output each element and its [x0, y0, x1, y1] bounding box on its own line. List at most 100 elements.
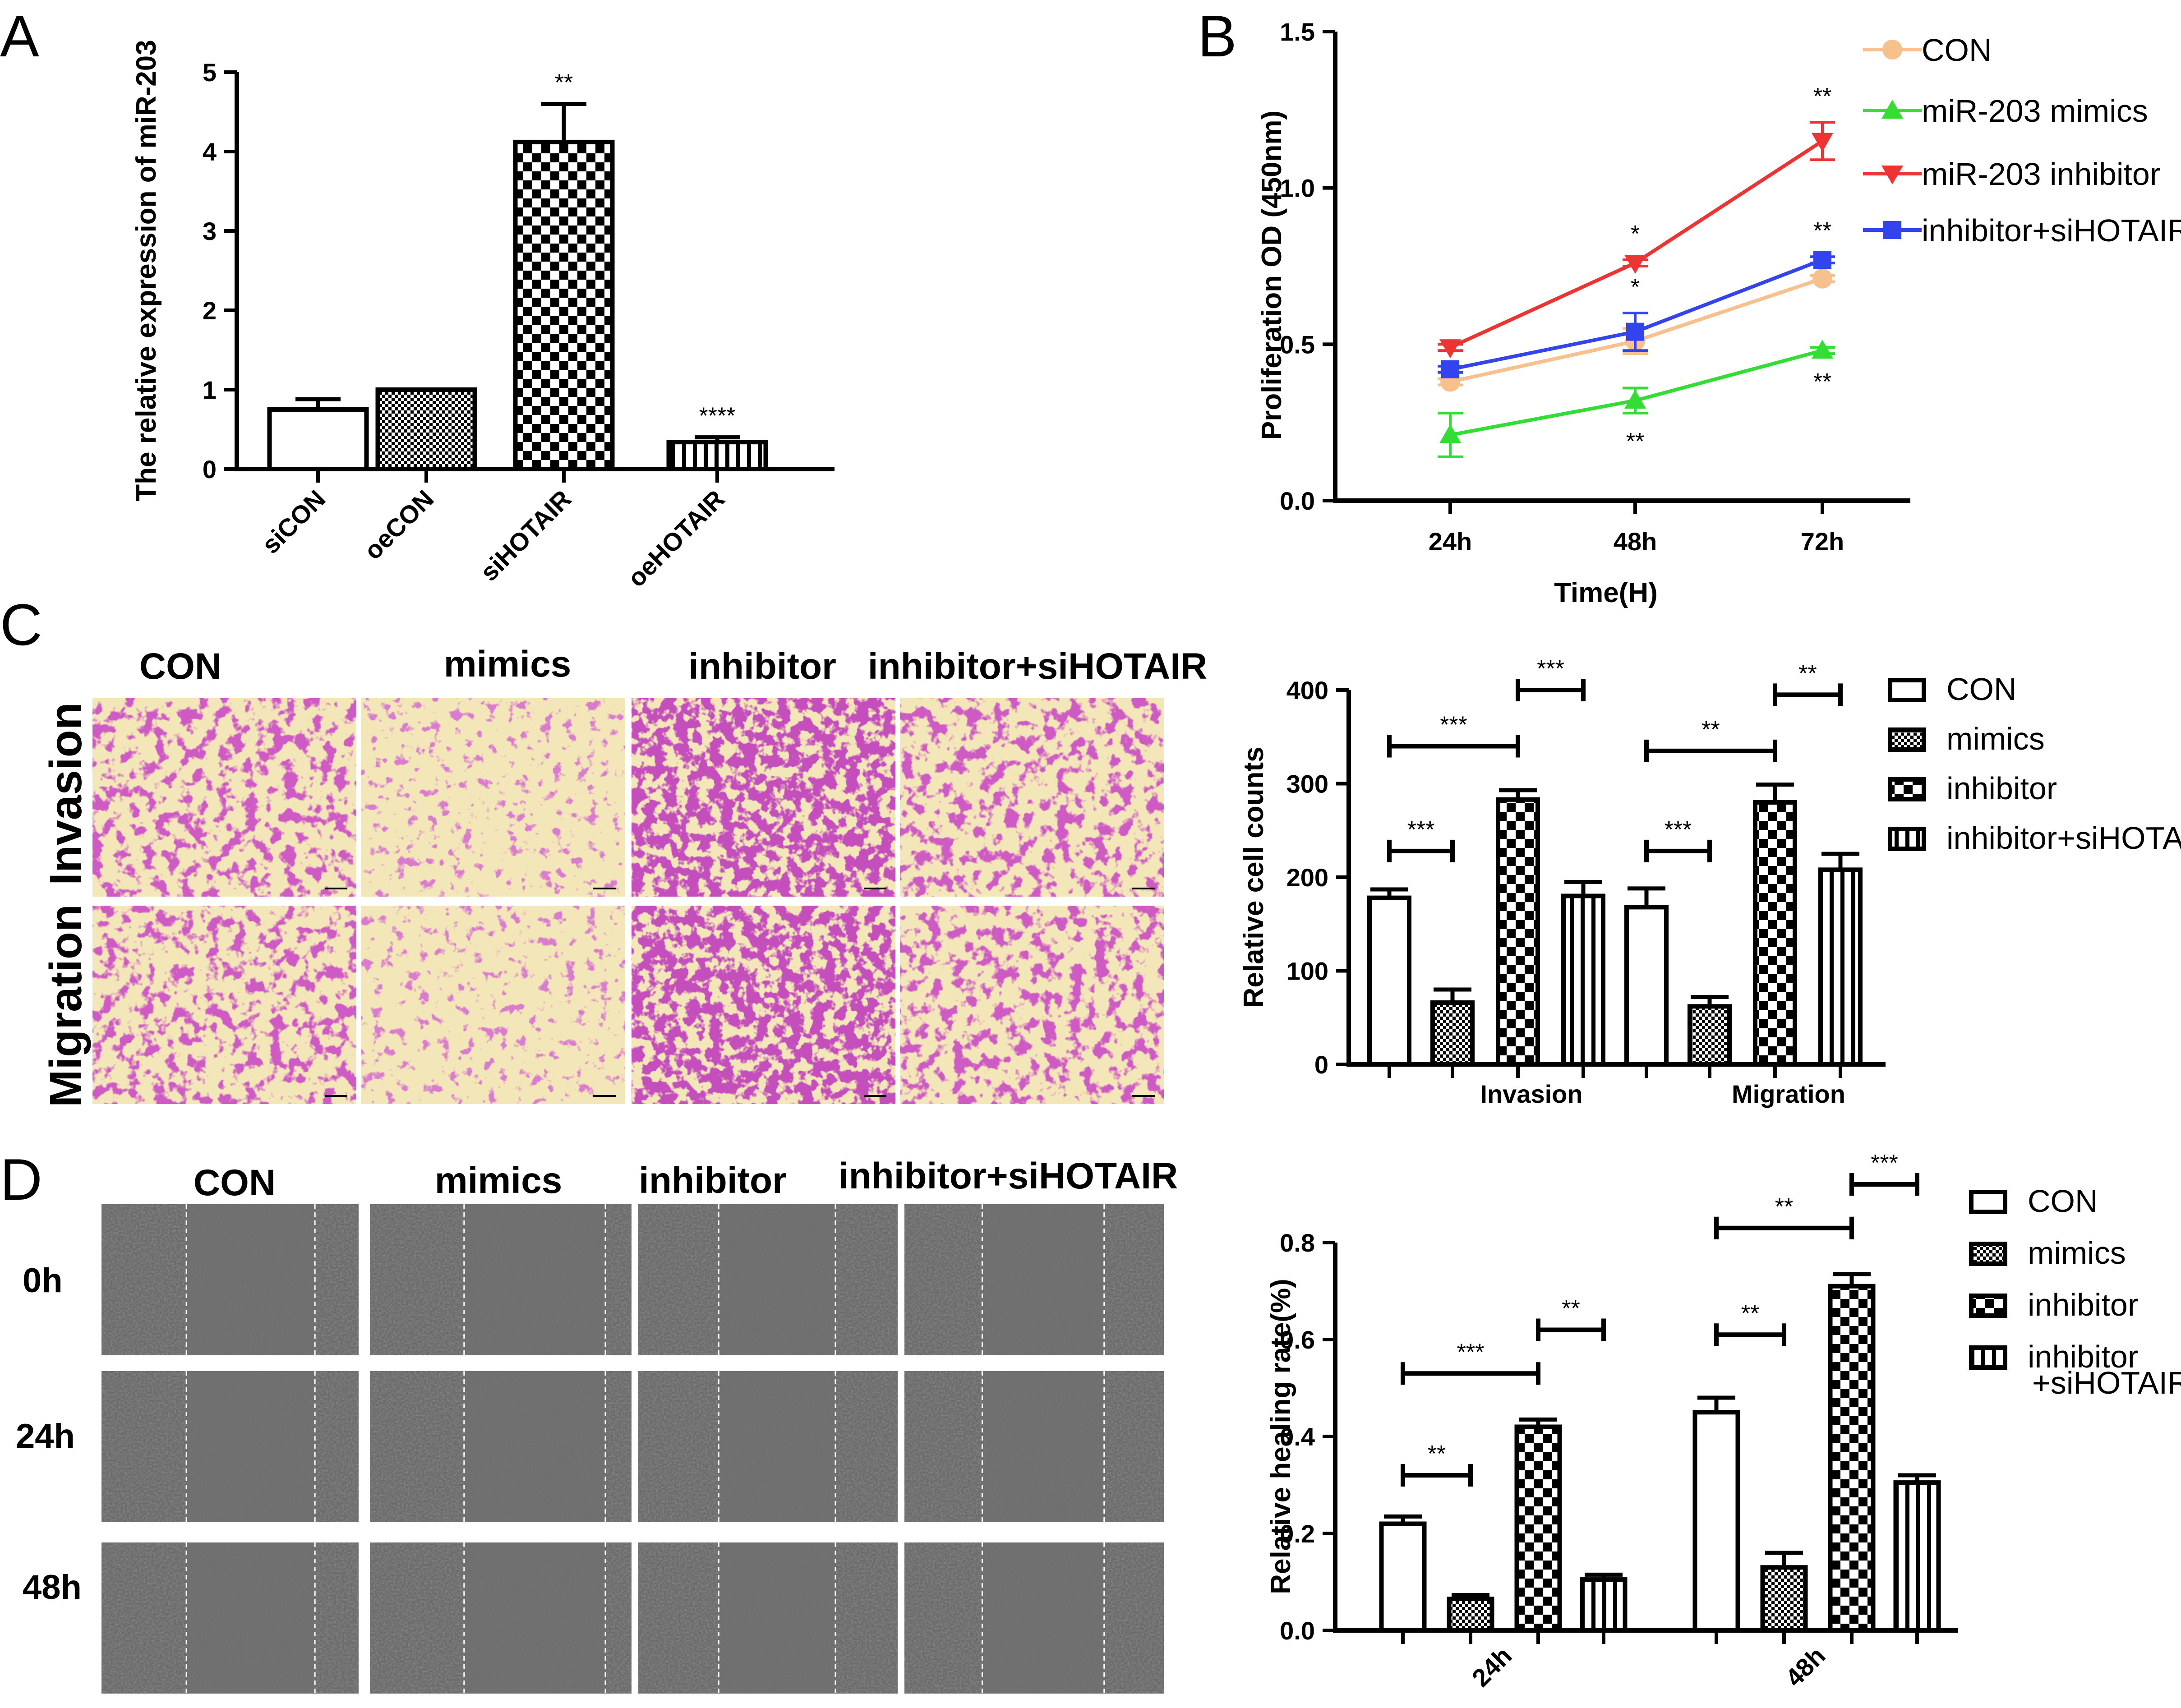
chart-c-ytick-label: 400 — [1286, 676, 1328, 704]
chart-d-legend-label: inhibitor — [2028, 1287, 2138, 1322]
chart-b-marker — [1626, 322, 1644, 341]
chart-b-significance: * — [1631, 221, 1640, 247]
chart-d-significance-label: *** — [1871, 1150, 1898, 1176]
chart-d-legend-label: mimics — [2028, 1235, 2126, 1271]
chart-d-error-bar — [1452, 1593, 1489, 1599]
chart-d-bar — [1692, 1410, 1740, 1633]
chart-c-significance-bracket — [1387, 839, 1455, 862]
chart-d-legend-swatch — [1969, 1190, 2007, 1214]
chart-d-error-bar — [1765, 1551, 1803, 1568]
chart-b-marker — [1812, 340, 1833, 359]
chart-b-legend-label: inhibitor+siHOTAIR — [1922, 213, 2181, 248]
grid-d-row-0h: 0h — [23, 1261, 63, 1300]
chart-d-legend-label: +siHOTAIR — [2032, 1365, 2181, 1400]
grid-d-row-24h: 24h — [16, 1417, 75, 1455]
chart-c: 0 100 200 300 400 Relative cell counts Invasio… — [1238, 656, 2181, 1108]
chart-c-category-label: Invasion — [1480, 1080, 1582, 1108]
chart-a-bar — [666, 440, 768, 471]
chart-b-ytick-label: 1.0 — [1280, 174, 1315, 203]
chart-c-ytick-label: 200 — [1286, 863, 1328, 892]
chart-c-bar — [1496, 797, 1540, 1067]
chart-d-y-axis-label: Relative healing rate(%) — [1265, 1279, 1296, 1594]
stained-cells-texture — [92, 906, 356, 1104]
grid-c-header-mimics: mimics — [444, 644, 572, 685]
chart-d-significance-bracket — [1401, 1464, 1473, 1487]
chart-b-xtick-label: 48h — [1614, 527, 1657, 556]
chart-c-bar — [1818, 867, 1863, 1067]
chart-d-significance-bracket — [1849, 1173, 1919, 1196]
chart-b-significance: ** — [1626, 428, 1644, 455]
chart-b-marker — [1624, 390, 1646, 409]
chart-d-legend-swatch — [1969, 1242, 2007, 1266]
panel-letter-d: D — [0, 1146, 42, 1212]
chart-c-category-label: Migration — [1732, 1080, 1845, 1108]
chart-d-significance-bracket — [1714, 1323, 1786, 1346]
chart-c-significance-bracket — [1516, 679, 1586, 701]
stained-cells-texture — [92, 698, 356, 897]
chart-a-category-label: siCON — [256, 484, 331, 559]
chart-c-significance-bracket — [1387, 735, 1520, 758]
chart-d-bar — [1379, 1521, 1427, 1633]
chart-c-legend-label: inhibitor+siHOTAIR — [1946, 820, 2181, 856]
chart-c-legend-swatch — [1888, 727, 1926, 752]
chart-c-error-bar — [1756, 783, 1794, 802]
chart-c-bar — [1753, 800, 1797, 1067]
scratch-gap — [982, 1542, 1104, 1694]
scratch-gap — [464, 1542, 605, 1694]
grid-d-row-48h: 48h — [23, 1568, 82, 1607]
chart-b-marker — [1882, 40, 1902, 60]
chart-b-marker — [1881, 100, 1903, 119]
chart-a-category-label: oeCON — [359, 484, 439, 565]
stained-cells-texture — [900, 698, 1164, 897]
chart-a-error-bar — [295, 397, 341, 410]
scratch-gap — [982, 1371, 1104, 1522]
chart-c-bar — [1561, 893, 1605, 1067]
transwell-image-grid: CON mimics inhibitor inhibitor+siHOTAIR … — [41, 644, 1207, 1107]
chart-b-x-axis-label: Time(H) — [1554, 577, 1658, 608]
chart-d-significance-bracket — [1714, 1216, 1854, 1239]
chart-d-bar — [1893, 1480, 1941, 1633]
chart-d-ytick-label: 0.0 — [1280, 1616, 1315, 1645]
scratch-gap — [982, 1204, 1104, 1355]
chart-b-significance: ** — [1813, 218, 1831, 244]
chart-c-bar — [1430, 1000, 1475, 1067]
chart-d-significance-label: ** — [1428, 1441, 1446, 1467]
chart-c-bar — [1688, 1004, 1732, 1067]
chart-c-legend-label: inhibitor — [1946, 771, 2057, 806]
chart-a-ytick-label: 2 — [203, 296, 217, 325]
chart-b-marker — [1439, 339, 1461, 359]
stained-cells-texture — [361, 906, 625, 1104]
chart-c-error-bar — [1628, 886, 1665, 907]
chart-c-bar — [1367, 895, 1411, 1067]
chart-d-bar — [1828, 1284, 1876, 1633]
chart-d-legend-label: inhibitor — [2028, 1339, 2138, 1374]
chart-b-ytick-label: 1.5 — [1280, 18, 1315, 46]
chart-b: 0.0 0.5 1.0 1.5 Proliferation OD (450nm) 24h 4… — [1256, 18, 2181, 608]
chart-d-significance-bracket — [1536, 1318, 1606, 1341]
panel-letter-c: C — [0, 592, 42, 658]
panel-letter-a: A — [0, 3, 39, 69]
chart-c-legend-label: mimics — [1946, 721, 2045, 756]
chart-d-ytick-label: 0.6 — [1280, 1326, 1315, 1354]
chart-d-ytick-label: 0.8 — [1280, 1229, 1315, 1257]
chart-d-error-bar — [1898, 1473, 1936, 1483]
chart-b-marker — [1439, 424, 1461, 443]
chart-d-bar — [1760, 1565, 1808, 1633]
chart-c-significance-label: *** — [1440, 712, 1467, 738]
scratch-gap — [464, 1371, 605, 1522]
chart-d-error-bar — [1585, 1572, 1623, 1580]
chart-c-legend-swatch — [1888, 777, 1926, 801]
chart-a: 0 1 2 3 4 5 The relative expression of miR-203… — [131, 40, 835, 593]
chart-c-error-bar — [1564, 879, 1602, 896]
chart-b-y-axis-label: Proliferation OD (450nm) — [1256, 110, 1287, 440]
stained-cells-texture — [632, 698, 895, 897]
chart-b-marker — [1881, 166, 1903, 184]
chart-b-marker — [1624, 255, 1646, 274]
chart-a-category-label: oeHOTAIR — [622, 484, 730, 593]
chart-b-ytick-label: 0.5 — [1280, 330, 1315, 359]
chart-b-marker — [1812, 268, 1832, 289]
chart-a-ytick-label: 3 — [203, 217, 217, 245]
chart-d-significance-label: ** — [1562, 1296, 1580, 1322]
chart-d-bar — [1447, 1597, 1494, 1633]
chart-a-ytick-label: 0 — [203, 455, 217, 483]
